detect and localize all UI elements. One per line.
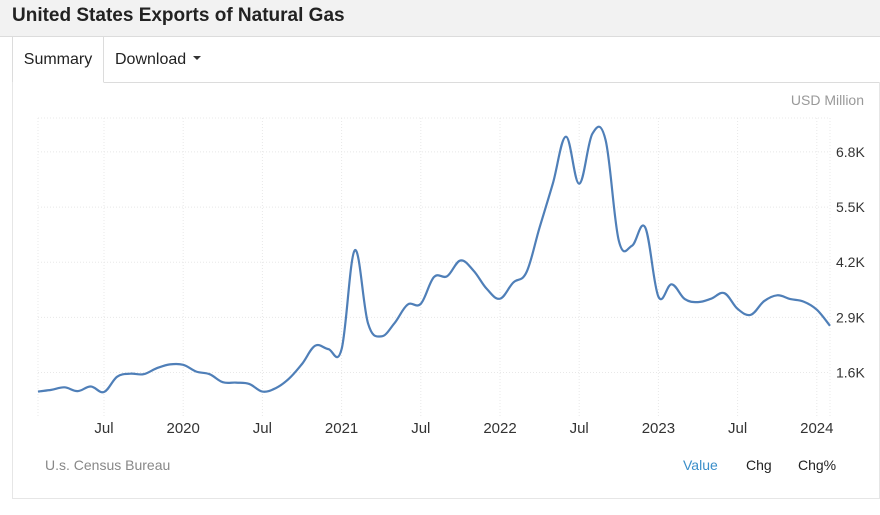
series-line (37, 125, 831, 394)
x-tick-label: 2023 (642, 420, 675, 437)
source-label: U.s. Census Bureau (45, 457, 171, 473)
chg-toggle[interactable]: Chg (746, 457, 772, 473)
title-bar: United States Exports of Natural Gas (0, 0, 880, 37)
x-tick-label: 2022 (483, 420, 516, 437)
tab-download-label: Download (115, 51, 187, 68)
x-tick-label: Jul (411, 420, 430, 437)
tab-summary[interactable]: Summary (12, 37, 104, 83)
unit-label: USD Million (790, 92, 864, 108)
value-toggle[interactable]: Value (683, 457, 718, 473)
x-tick-label: 2020 (167, 420, 200, 437)
y-tick-label: 4.2K (836, 254, 865, 270)
y-tick-label: 2.9K (836, 309, 865, 325)
x-tick-label: Jul (570, 420, 589, 437)
caret-down-icon (193, 55, 202, 60)
x-tick-label: Jul (728, 420, 747, 437)
chg-percent-toggle[interactable]: Chg% (798, 457, 837, 473)
x-tick-label: Jul (253, 420, 272, 437)
page-title: United States Exports of Natural Gas (12, 5, 345, 26)
x-tick-label: Jul (94, 420, 113, 437)
y-tick-label: 1.6K (836, 364, 865, 380)
tab-bar: Summary Download (12, 37, 880, 83)
x-tick-label: 2021 (325, 420, 358, 437)
y-tick-label: 6.8K (836, 144, 865, 160)
tab-download[interactable]: Download (115, 37, 202, 82)
x-tick-label: 2024 (800, 420, 833, 437)
y-tick-label: 5.5K (836, 199, 865, 215)
